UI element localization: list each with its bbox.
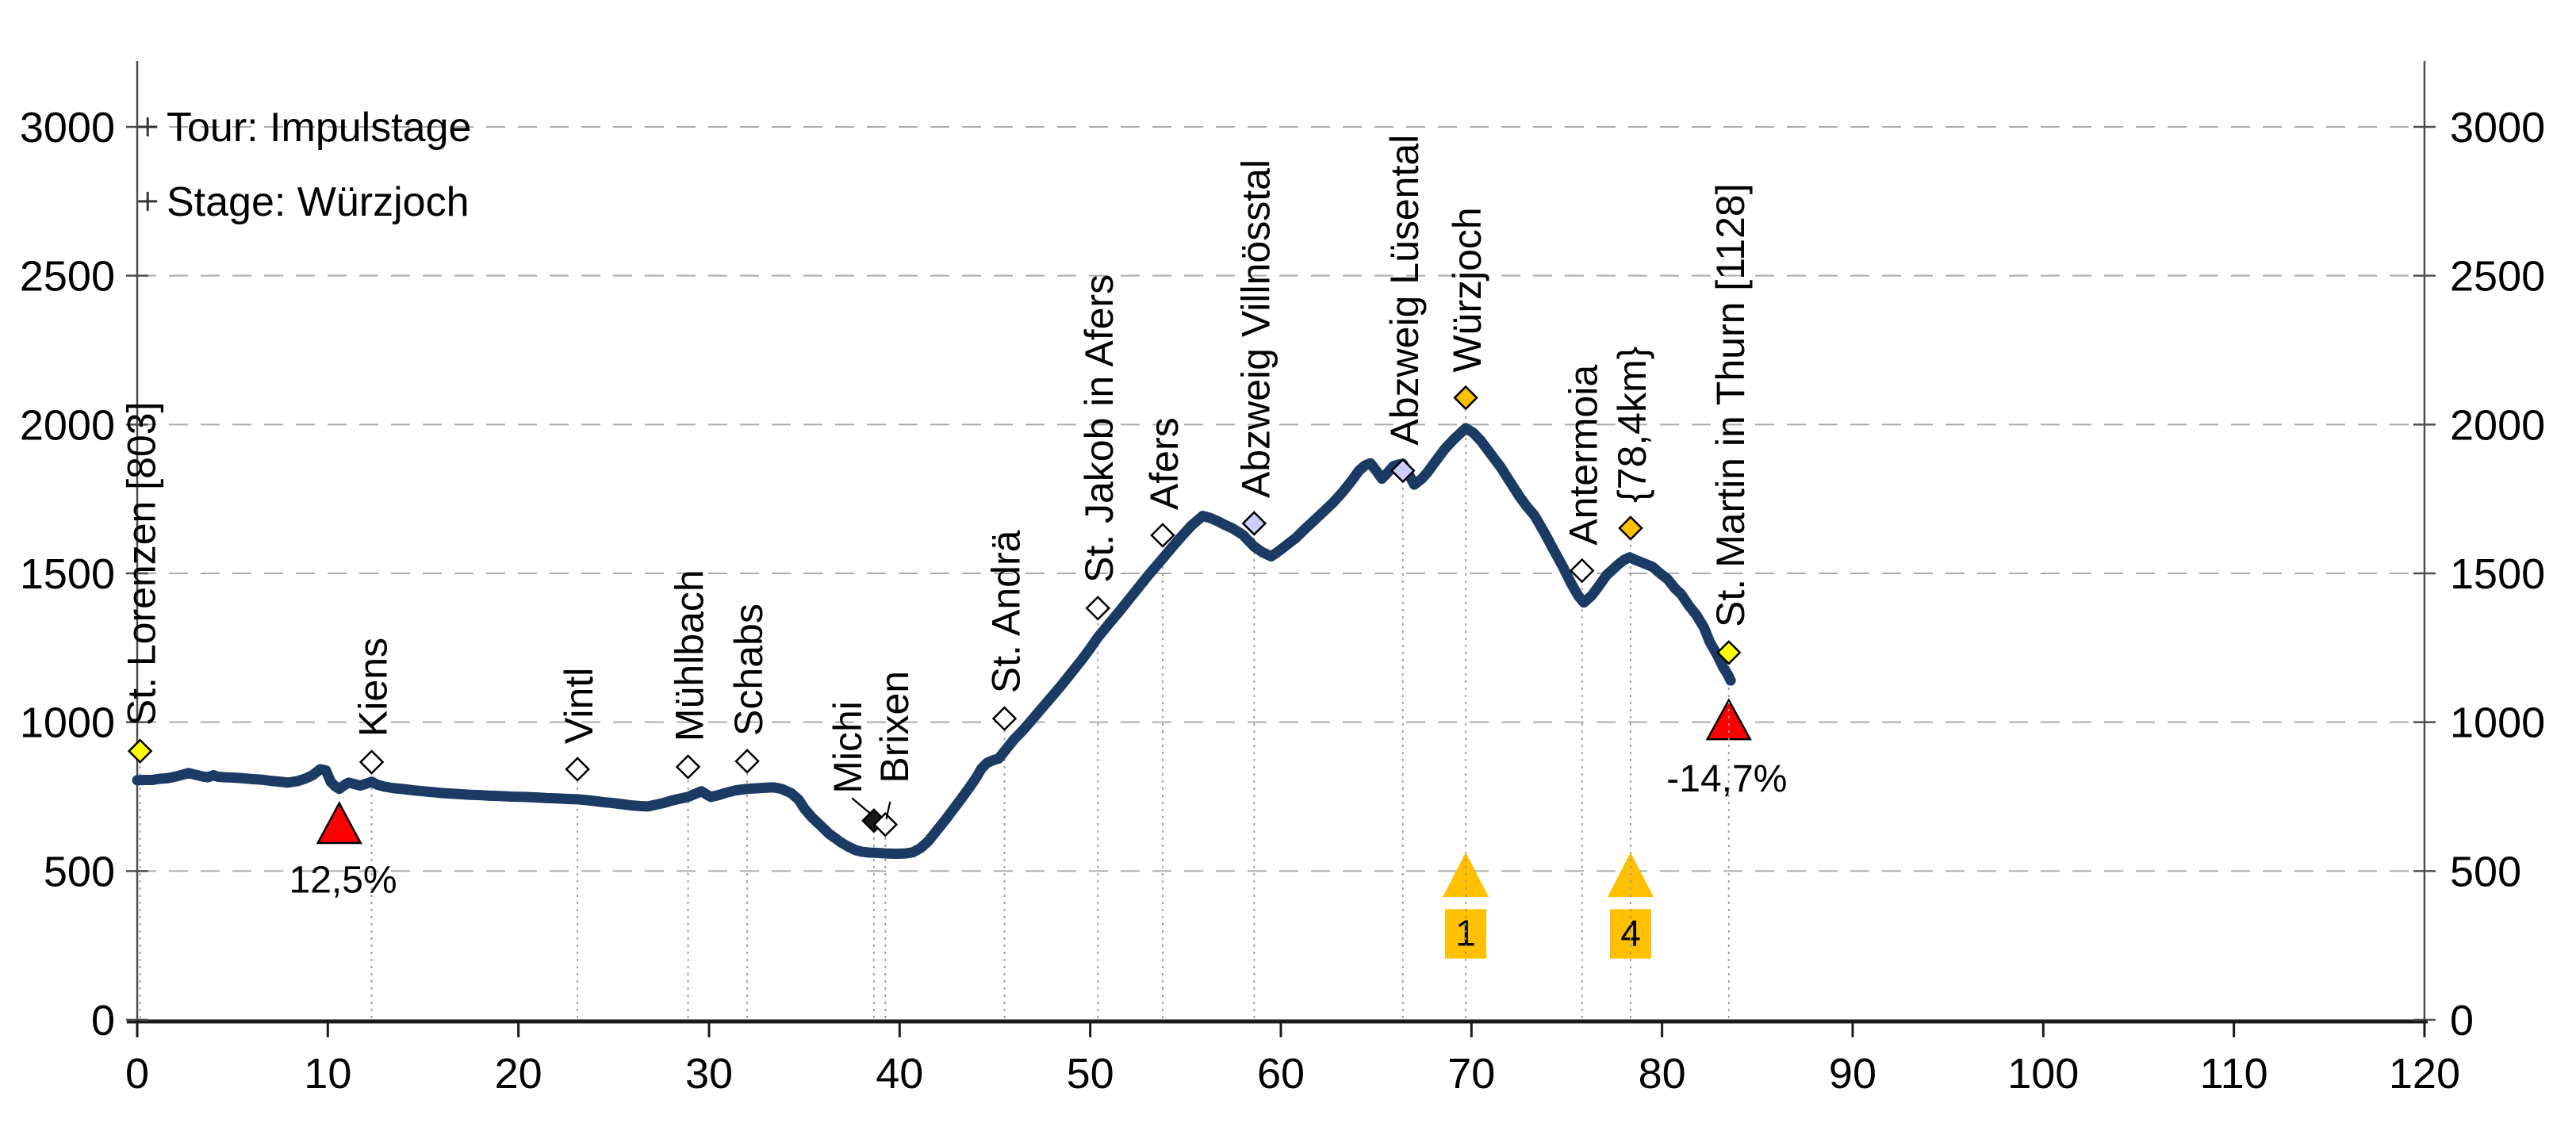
y-tick-label-right: 1000 xyxy=(2450,699,2545,747)
waypoint-label-15: St. Martin in Thurn [1128] xyxy=(1708,183,1753,627)
x-tick-label: 30 xyxy=(685,1050,733,1098)
waypoint-diamond-icon-11 xyxy=(1390,458,1416,484)
waypoint-diamond-icon-12 xyxy=(1453,385,1478,411)
legend: Tour: Impulstage Stage: Würzjoch xyxy=(138,105,471,225)
x-tick-label: 50 xyxy=(1067,1050,1114,1098)
waypoint-diamond-icon-3 xyxy=(675,754,701,780)
y-tick-label-right: 0 xyxy=(2450,997,2474,1044)
waypoint-diamond-icon-15 xyxy=(1715,640,1742,665)
waypoint-labels: St. Lorenzen [803] Kiens Vintl Mühlbach Scha… xyxy=(120,135,1753,820)
gradient-triangle-icon-0 xyxy=(316,801,362,845)
x-tick-label: 70 xyxy=(1447,1050,1495,1098)
y-tick-label-left: 500 xyxy=(44,848,115,895)
waypoint-label-14: {78,4km} xyxy=(1610,347,1654,503)
waypoint-diamond-icon-4 xyxy=(734,749,760,774)
waypoint-label-10: Abzweig Villnösstal xyxy=(1233,159,1278,498)
y-tick-label-right: 2500 xyxy=(2450,253,2545,301)
y-tick-label-left: 1000 xyxy=(20,699,115,747)
x-tick-label: 100 xyxy=(2007,1050,2079,1098)
x-tick-label: 120 xyxy=(2389,1050,2460,1098)
waypoint-label-2: Vintl xyxy=(557,668,601,744)
x-tick-label: 20 xyxy=(495,1050,542,1098)
flag-number: 4 xyxy=(1620,913,1641,954)
leader-line-5 xyxy=(851,797,873,816)
waypoint-diamond-icon-1 xyxy=(358,749,385,775)
waypoint-markers xyxy=(127,385,1742,837)
waypoint-gridlines xyxy=(139,410,1730,1018)
elevation-profile-line xyxy=(132,423,1736,860)
x-tick-label: 60 xyxy=(1257,1050,1305,1098)
waypoint-label-0: St. Lorenzen [803] xyxy=(120,402,164,726)
waypoint-label-8: St. Jakob in Afers xyxy=(1077,274,1121,583)
y-tick-label-left: 2500 xyxy=(20,253,115,301)
leader-line-6 xyxy=(885,801,891,820)
waypoint-label-7: St. Andrä xyxy=(984,530,1029,693)
y-tick-label-right: 1500 xyxy=(2450,550,2545,598)
waypoint-label-13: Antermoia xyxy=(1562,365,1606,546)
waypoint-diamond-icon-2 xyxy=(565,757,590,782)
x-tick-label: 40 xyxy=(876,1050,923,1098)
y-tick-label-right: 500 xyxy=(2450,848,2521,895)
waypoint-diamond-icon-7 xyxy=(991,706,1018,731)
x-tick-label: 10 xyxy=(304,1050,351,1098)
waypoint-label-4: Schabs xyxy=(726,603,771,736)
waypoint-diamond-icon-6 xyxy=(872,812,899,837)
waypoint-label-12: Würzjoch xyxy=(1445,207,1489,372)
y-tick-label-left: 2000 xyxy=(20,401,115,449)
waypoint-diamond-icon-10 xyxy=(1241,511,1267,536)
y-tick-label-right: 2000 xyxy=(2450,401,2545,449)
waypoint-label-9: Afers xyxy=(1142,417,1186,510)
waypoint-label-11: Abzweig Lüsental xyxy=(1382,135,1427,446)
x-tick-label: 90 xyxy=(1829,1050,1876,1098)
y-tick-label-left: 0 xyxy=(91,997,115,1044)
gridlines xyxy=(137,126,2425,872)
y-tick-label-left: 3000 xyxy=(20,104,115,151)
waypoint-label-1: Kiens xyxy=(351,638,396,737)
legend-label-1: Stage: Würzjoch xyxy=(167,179,470,225)
x-tick-label: 110 xyxy=(2200,1050,2268,1098)
profile-series xyxy=(132,423,1736,860)
legend-label-0: Tour: Impulstage xyxy=(167,105,471,151)
waypoint-diamond-icon-14 xyxy=(1618,515,1643,541)
waypoint-label-3: Mühlbach xyxy=(668,569,712,741)
y-tick-label-left: 1500 xyxy=(20,550,115,598)
waypoint-diamond-icon-9 xyxy=(1150,523,1175,548)
x-tick-label: 80 xyxy=(1639,1050,1686,1098)
waypoint-diamond-icon-8 xyxy=(1085,596,1111,621)
waypoint-label-5: Michi xyxy=(826,701,870,794)
flag-number: 1 xyxy=(1455,913,1476,954)
legend-entry-0: Tour: Impulstage xyxy=(138,105,471,151)
waypoint-diamond-icon-0 xyxy=(127,738,153,764)
legend-entry-1: Stage: Würzjoch xyxy=(138,179,470,225)
gradient-labels: 12,5% -14,7% xyxy=(289,758,1788,902)
gradient-triangle-icon-1 xyxy=(1705,698,1752,741)
x-tick-label: 0 xyxy=(125,1050,149,1098)
waypoint-diamond-icon-13 xyxy=(1569,558,1595,584)
y-tick-label-right: 3000 xyxy=(2450,104,2545,151)
waypoint-label-6: Brixen xyxy=(872,671,917,784)
gradient-label-1: -14,7% xyxy=(1666,758,1787,800)
gradient-label-0: 12,5% xyxy=(289,860,397,902)
